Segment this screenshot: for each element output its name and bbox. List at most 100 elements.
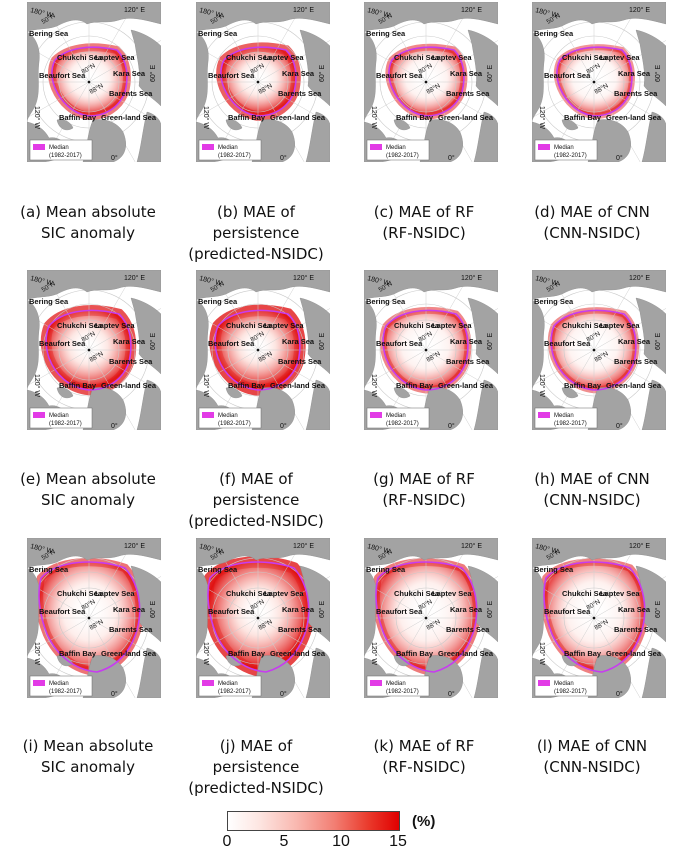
label-beaufort-sea: Beaufort Sea bbox=[544, 71, 591, 80]
caption-h: (h) MAE of CNN (CNN-NSIDC) bbox=[508, 469, 674, 511]
label-120w: 120° W bbox=[370, 106, 378, 129]
legend-median-label: Median bbox=[386, 681, 406, 687]
meridian-line bbox=[27, 349, 90, 387]
caption-line-2: persistence bbox=[212, 224, 300, 242]
land-mass bbox=[130, 29, 161, 107]
land-mass bbox=[299, 29, 330, 107]
land-mass bbox=[467, 297, 498, 375]
land-mass bbox=[196, 31, 209, 123]
map-panel-d: 180° W 120° E 50°N Bering Sea Chukchi Sea Lap… bbox=[532, 2, 666, 162]
label-beaufort-sea: Beaufort Sea bbox=[39, 71, 86, 80]
label-bering-sea: Bering Sea bbox=[534, 565, 574, 574]
caption-line-2: persistence bbox=[212, 491, 300, 509]
label-bering-sea: Bering Sea bbox=[29, 297, 69, 306]
caption-line-1: (i) Mean absolute bbox=[22, 737, 154, 755]
land-mass bbox=[364, 299, 377, 391]
legend-box bbox=[198, 675, 262, 697]
land-mass bbox=[27, 567, 40, 659]
caption-line-1: (k) MAE of RF bbox=[373, 737, 475, 755]
label-bering-sea: Bering Sea bbox=[198, 297, 238, 306]
label-beaufort-sea: Beaufort Sea bbox=[39, 607, 86, 616]
median-ice-edge bbox=[214, 309, 301, 391]
caption-line-1: (c) MAE of RF bbox=[373, 203, 475, 221]
label-greenland-sea: Green-land Sea bbox=[270, 649, 326, 658]
caption-line-1: (f) MAE of bbox=[219, 470, 293, 488]
label-120e: 120° E bbox=[629, 6, 650, 14]
legend-box bbox=[198, 139, 262, 161]
legend-period-label: (1982-2017) bbox=[386, 689, 419, 695]
land-mass bbox=[532, 2, 666, 33]
label-laptev-sea: Laptev Sea bbox=[95, 53, 135, 62]
label-120e: 120° E bbox=[461, 542, 482, 550]
label-chukchi-sea: Chukchi Sea bbox=[394, 321, 440, 330]
colorbar-tick-15: 15 bbox=[389, 833, 407, 850]
map-panel-f: 180° W 120° E 50°N Bering Sea Chukchi Sea Lap… bbox=[196, 270, 330, 430]
label-laptev-sea: Laptev Sea bbox=[264, 589, 304, 598]
north-pole-marker bbox=[87, 80, 91, 84]
median-ice-edge bbox=[550, 309, 637, 391]
label-chukchi-sea: Chukchi Sea bbox=[57, 589, 103, 598]
land-mass bbox=[364, 270, 498, 301]
label-0: 0° bbox=[280, 154, 287, 162]
land-mass bbox=[196, 270, 330, 301]
north-pole-marker bbox=[424, 616, 428, 620]
caption-line-3: (predicted-NSIDC) bbox=[188, 779, 324, 797]
label-beaufort-sea: Beaufort Sea bbox=[376, 339, 423, 348]
label-baffin-bay: Baffin Bay bbox=[564, 649, 602, 658]
label-120w: 120° W bbox=[538, 106, 546, 129]
label-bering-sea: Bering Sea bbox=[534, 29, 574, 38]
label-chukchi-sea: Chukchi Sea bbox=[394, 53, 440, 62]
land-mass bbox=[27, 270, 161, 301]
land-mass bbox=[364, 31, 377, 123]
caption-line-2: SIC anomaly bbox=[41, 758, 135, 776]
label-baffin-bay: Baffin Bay bbox=[396, 113, 434, 122]
colorbar-tick-0: 0 bbox=[222, 833, 232, 850]
meridian-line bbox=[257, 81, 330, 124]
land-mass bbox=[56, 387, 74, 399]
label-kara-sea: Kara Sea bbox=[113, 605, 146, 614]
legend-box bbox=[534, 675, 598, 697]
label-baffin-bay: Baffin Bay bbox=[396, 649, 434, 658]
label-laptev-sea: Laptev Sea bbox=[95, 589, 135, 598]
label-0: 0° bbox=[111, 690, 118, 698]
legend-period-label: (1982-2017) bbox=[218, 421, 251, 427]
meridian-line bbox=[27, 81, 90, 119]
map-panel-a: 180° W 120° E 50°N Bering Sea Chukchi Sea Lap… bbox=[27, 2, 161, 162]
label-chukchi-sea: Chukchi Sea bbox=[562, 589, 608, 598]
map-panel-e: 180° W 120° E 50°N Bering Sea Chukchi Sea Lap… bbox=[27, 270, 161, 430]
median-ice-edge bbox=[207, 561, 310, 673]
legend-period-label: (1982-2017) bbox=[49, 153, 82, 159]
caption-line-1: (b) MAE of bbox=[217, 203, 295, 221]
label-60e: 60° E bbox=[149, 64, 157, 82]
label-greenland-sea: Green-land Sea bbox=[270, 113, 326, 122]
legend-period-label: (1982-2017) bbox=[554, 421, 587, 427]
label-baffin-bay: Baffin Bay bbox=[228, 381, 266, 390]
label-baffin-bay: Baffin Bay bbox=[59, 113, 97, 122]
north-pole-marker bbox=[592, 348, 596, 352]
label-chukchi-sea: Chukchi Sea bbox=[394, 589, 440, 598]
label-kara-sea: Kara Sea bbox=[282, 337, 315, 346]
label-barents-sea: Barents Sea bbox=[446, 89, 490, 98]
land-mass bbox=[641, 111, 666, 162]
caption-j: (j) MAE of persistence (predicted-NSIDC) bbox=[172, 736, 340, 799]
legend-period-label: (1982-2017) bbox=[554, 689, 587, 695]
caption-line-3: (predicted-NSIDC) bbox=[188, 245, 324, 263]
label-laptev-sea: Laptev Sea bbox=[264, 53, 304, 62]
land-mass bbox=[27, 538, 161, 569]
label-120w: 120° W bbox=[33, 106, 41, 129]
caption-line-1: (a) Mean absolute bbox=[20, 203, 156, 221]
label-beaufort-sea: Beaufort Sea bbox=[208, 71, 255, 80]
label-barents-sea: Barents Sea bbox=[109, 89, 153, 98]
label-barents-sea: Barents Sea bbox=[278, 89, 322, 98]
land-mass bbox=[364, 2, 498, 33]
map-panel-g: 180° W 120° E 50°N Bering Sea Chukchi Sea Lap… bbox=[364, 270, 498, 430]
north-pole-marker bbox=[256, 80, 260, 84]
label-beaufort-sea: Beaufort Sea bbox=[544, 339, 591, 348]
caption-line-1: (d) MAE of CNN bbox=[534, 203, 650, 221]
meridian-line bbox=[88, 617, 161, 660]
caption-l: (l) MAE of CNN (CNN-NSIDC) bbox=[508, 736, 674, 778]
label-barents-sea: Barents Sea bbox=[446, 357, 490, 366]
legend-swatch bbox=[370, 412, 382, 418]
land-mass bbox=[225, 119, 243, 131]
label-bering-sea: Bering Sea bbox=[366, 565, 406, 574]
